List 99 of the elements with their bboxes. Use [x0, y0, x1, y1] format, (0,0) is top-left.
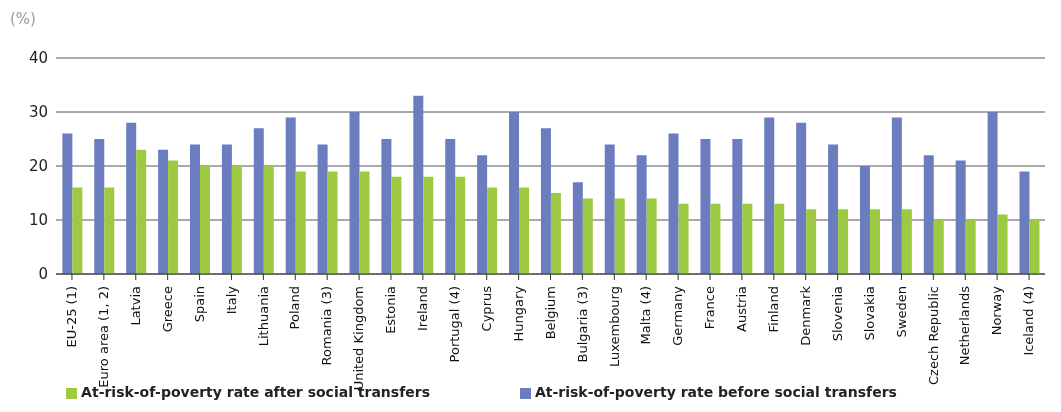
- bar: [413, 95, 424, 274]
- bar: [700, 139, 711, 274]
- bar: [263, 166, 274, 274]
- x-tick-label: Denmark: [797, 285, 813, 346]
- x-tick-label: France: [702, 286, 718, 330]
- bar: [668, 133, 679, 274]
- bar: [189, 144, 200, 274]
- bar: [519, 187, 530, 274]
- bar: [62, 133, 73, 274]
- bar: [136, 149, 147, 274]
- bar: [636, 155, 647, 274]
- x-tick-label: Belgium: [542, 286, 558, 340]
- bar: [285, 117, 296, 274]
- x-tick-label: Malta (4): [638, 286, 654, 345]
- bar: [359, 171, 370, 274]
- bar: [828, 144, 839, 274]
- x-tick-label: EU-25 (1): [64, 286, 80, 348]
- bar: [838, 209, 849, 274]
- x-tick-label: Poland: [287, 286, 303, 330]
- bar: [678, 203, 689, 274]
- bar: [94, 139, 105, 274]
- bar: [582, 198, 593, 274]
- bar: [646, 198, 657, 274]
- bar: [317, 144, 328, 274]
- bar: [742, 203, 753, 274]
- bar: [349, 112, 360, 274]
- x-tick-label: Slovenia: [829, 286, 845, 342]
- bar: [572, 182, 583, 274]
- x-tick-label: Netherlands: [957, 285, 973, 366]
- bar: [997, 214, 1008, 274]
- x-tick-label: Cyprus: [478, 285, 494, 332]
- x-tick-label: Czech Republic: [925, 286, 941, 385]
- x-tick-label: Greece: [159, 286, 175, 333]
- x-tick-label: Estonia: [383, 286, 399, 334]
- x-tick-label: Euro area (1, 2): [96, 286, 112, 388]
- x-tick-label: Luxembourg: [606, 286, 622, 368]
- bar: [891, 117, 902, 274]
- bar: [1019, 171, 1030, 274]
- bar: [231, 166, 242, 274]
- bar: [168, 160, 179, 274]
- bar: [955, 160, 966, 274]
- bar: [774, 203, 785, 274]
- x-tick-label: Hungary: [510, 285, 526, 342]
- bar: [923, 155, 934, 274]
- y-tick-label: 30: [28, 103, 48, 122]
- bar: [965, 220, 976, 274]
- bar: [987, 112, 998, 274]
- bar: [445, 139, 456, 274]
- bar: [796, 122, 807, 274]
- x-tick-label: Finland: [766, 286, 782, 333]
- x-tick-label: Ireland: [415, 286, 431, 331]
- bar: [487, 187, 498, 274]
- bar: [104, 187, 115, 274]
- bar: [221, 144, 232, 274]
- x-tick-label: Italy: [223, 285, 239, 315]
- bar: [327, 171, 338, 274]
- bar: [295, 171, 306, 274]
- x-tick-label: Bulgaria (3): [574, 286, 590, 363]
- bar: [710, 203, 721, 274]
- x-tick-label: Germany: [670, 285, 686, 346]
- bar: [540, 128, 551, 274]
- bar: [455, 176, 466, 274]
- legend-label: At-risk-of-poverty rate before social transfers: [535, 384, 897, 400]
- x-tick-label: Portugal (4): [447, 286, 463, 363]
- y-tick-label: 20: [28, 157, 48, 176]
- y-axis-title: (%): [10, 10, 36, 28]
- bar: [158, 149, 169, 274]
- x-tick-label: Sweden: [893, 286, 909, 338]
- x-tick-label: Lithuania: [255, 286, 271, 347]
- bar: [869, 209, 880, 274]
- x-tick-label: Latvia: [127, 286, 143, 326]
- x-tick-label: Austria: [734, 286, 750, 332]
- bar: [806, 209, 817, 274]
- bar: [126, 122, 137, 274]
- bar: [1029, 220, 1040, 274]
- bar: [72, 187, 83, 274]
- x-tick-label: Slovakia: [861, 286, 877, 341]
- y-tick-label: 40: [28, 49, 48, 68]
- bar: [477, 155, 488, 274]
- bar: [509, 112, 520, 274]
- x-tick-label: Romania (3): [319, 286, 335, 366]
- x-tick-label: Iceland (4): [1021, 286, 1037, 356]
- bar: [604, 144, 615, 274]
- bar: [253, 128, 264, 274]
- bar: [423, 176, 434, 274]
- bar: [391, 176, 402, 274]
- bar: [550, 193, 561, 274]
- y-tick-label: 0: [38, 265, 48, 284]
- bar: [381, 139, 392, 274]
- bar: [901, 209, 912, 274]
- bar: [933, 220, 944, 274]
- bar: [764, 117, 775, 274]
- x-tick-label: Norway: [989, 285, 1005, 336]
- x-tick-label: Spain: [191, 286, 207, 323]
- bar: [859, 166, 870, 274]
- y-tick-label: 10: [28, 211, 48, 230]
- bar: [614, 198, 625, 274]
- bar: [199, 166, 210, 274]
- bar: [732, 139, 743, 274]
